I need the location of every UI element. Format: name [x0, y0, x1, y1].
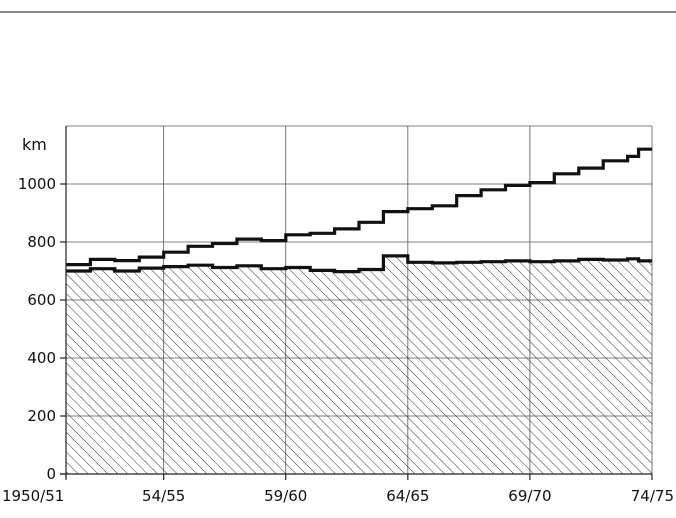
series-line-2 [66, 254, 652, 274]
x-tick-label: 69/70 [508, 487, 551, 505]
x-tick-label: 54/55 [142, 487, 185, 505]
y-tick-label: 200 [27, 407, 56, 425]
hatched-fill [66, 255, 652, 474]
series-lines [66, 147, 652, 274]
axes [60, 126, 653, 480]
x-tick-label: 64/65 [386, 487, 429, 505]
x-tick-label: 59/60 [264, 487, 307, 505]
y-tick-label: 600 [27, 291, 56, 309]
y-tick-label: 0 [46, 465, 56, 483]
hatched-area [66, 255, 652, 474]
y-tick-label: 1000 [18, 175, 56, 193]
x-tick-label: 74/75 [631, 487, 674, 505]
tick-labels: 0 200 400 600 800 1000 1950/51 54/55 59/60 64/65 6… [2, 175, 674, 505]
y-axis-label: km [22, 135, 47, 154]
y-tick-label: 800 [27, 233, 56, 251]
series-line-1 [66, 147, 652, 267]
x-tick-label: 1950/51 [2, 487, 64, 505]
y-tick-label: 400 [27, 349, 56, 367]
